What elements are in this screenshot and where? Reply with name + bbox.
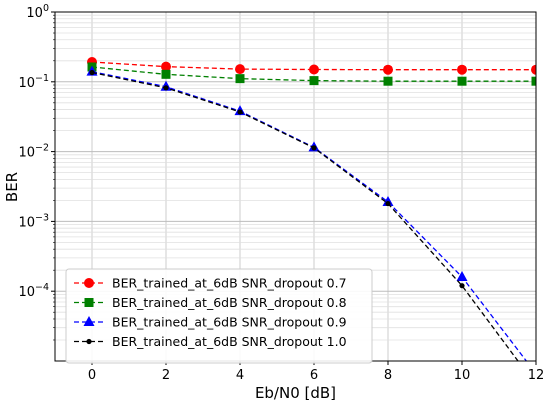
y-tick-label-exponent: −2 [35, 143, 49, 154]
x-tick-label: 0 [88, 368, 96, 383]
legend-label: BER_trained_at_6dB SNR_dropout 0.9 [112, 315, 347, 330]
legend-marker [84, 278, 94, 288]
data-point [531, 64, 536, 75]
data-point [459, 283, 465, 289]
legend-label: BER_trained_at_6dB SNR_dropout 0.8 [112, 295, 347, 310]
series-group [86, 57, 538, 388]
y-tick-label-base: 10 [18, 215, 35, 230]
data-point [161, 69, 171, 79]
data-point [309, 64, 319, 75]
y-tick-label: 100 [26, 3, 49, 21]
y-tick-label-base: 10 [26, 6, 43, 21]
legend-item: BER_trained_at_6dB SNR_dropout 0.8 [74, 295, 347, 310]
y-tick-label: 10−1 [18, 73, 49, 91]
legend-marker [84, 298, 94, 307]
legend-label: BER_trained_at_6dB SNR_dropout 1.0 [112, 334, 347, 349]
y-tick-label-exponent: 0 [43, 3, 49, 14]
x-tick-label: 4 [236, 368, 244, 383]
data-point [533, 383, 538, 388]
data-point [531, 76, 536, 86]
series-4 [89, 69, 538, 388]
legend-item: BER_trained_at_6dB SNR_dropout 0.7 [74, 276, 347, 291]
data-point [311, 145, 317, 151]
data-point [385, 200, 391, 207]
y-tick-label-exponent: −3 [35, 212, 49, 223]
y-tick-label-exponent: −4 [35, 282, 49, 293]
legend-item: BER_trained_at_6dB SNR_dropout 1.0 [74, 334, 347, 349]
data-point [163, 85, 169, 91]
y-tick-label-exponent: −1 [35, 73, 49, 84]
y-axis-label: BER [3, 172, 21, 202]
legend-label: BER_trained_at_6dB SNR_dropout 0.7 [112, 276, 347, 291]
legend-marker [86, 338, 92, 345]
y-tick-label: 10−2 [18, 143, 49, 161]
x-axis-label: Eb/N0 [dB] [255, 384, 336, 402]
data-point [235, 64, 245, 75]
x-tick-label: 6 [310, 368, 318, 383]
data-point [235, 74, 245, 84]
legend: BER_trained_at_6dB SNR_dropout 0.7 BER_tr… [65, 268, 373, 364]
y-tick-label-base: 10 [18, 76, 35, 91]
data-point [89, 69, 95, 76]
data-point [383, 76, 393, 86]
series-1 [87, 57, 536, 75]
legend-item: BER_trained_at_6dB SNR_dropout 0.9 [74, 315, 347, 330]
data-point [457, 76, 467, 86]
y-tick-label: 10−4 [18, 282, 49, 300]
legend-marker [83, 316, 95, 326]
x-tick-label: 2 [162, 368, 170, 383]
y-tick-label-base: 10 [18, 146, 35, 161]
x-tick-label: 8 [384, 368, 392, 383]
data-point [456, 270, 468, 281]
y-tick-label: 10−3 [18, 212, 49, 230]
data-point [383, 64, 393, 75]
y-tick-label-base: 10 [18, 285, 35, 300]
legend-box [65, 268, 373, 364]
x-tick-label: 12 [528, 368, 545, 383]
data-point [237, 109, 243, 115]
data-point [457, 64, 467, 75]
data-point [382, 195, 394, 206]
data-point [309, 76, 319, 86]
x-tick-label: 10 [454, 368, 471, 383]
data-point [161, 61, 171, 72]
